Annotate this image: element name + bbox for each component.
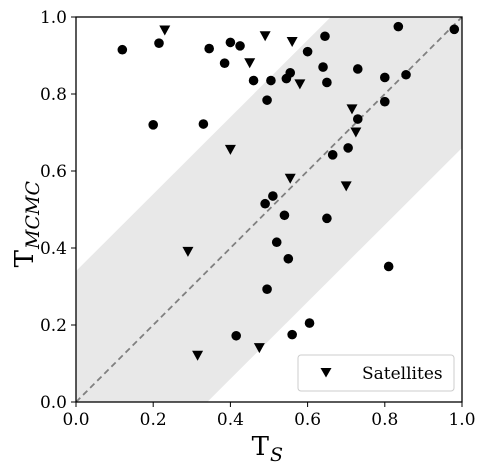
satellite-point	[294, 79, 306, 90]
data-point	[304, 318, 315, 328]
data-point	[322, 213, 332, 224]
satellite-point	[350, 127, 362, 138]
legend-box	[297, 354, 455, 392]
data-point	[248, 75, 259, 86]
data-point	[117, 44, 128, 55]
data-point	[262, 95, 272, 105]
satellite-point	[182, 246, 194, 257]
x-axis-label: T S	[252, 432, 283, 466]
y-tick-label: 0.6	[40, 162, 67, 182]
data-point	[320, 31, 330, 42]
data-point	[198, 119, 209, 129]
data-point	[260, 198, 270, 209]
x-tick-label: 0.4	[217, 410, 244, 430]
data-point	[271, 237, 282, 248]
legend: Satellites	[297, 354, 455, 392]
legend-label-satellites: Satellites	[362, 364, 443, 384]
data-point	[343, 143, 353, 153]
identity-reference-line	[76, 17, 462, 402]
data-point	[318, 62, 328, 72]
satellite-point	[159, 25, 171, 36]
data-point	[262, 284, 272, 294]
data-point	[231, 330, 241, 341]
data-point	[283, 253, 294, 264]
satellite-point	[192, 350, 204, 361]
data-point	[352, 64, 363, 74]
data-point	[302, 46, 313, 57]
satellite-point	[259, 31, 271, 42]
data-point	[148, 120, 158, 130]
satellite-point	[340, 181, 352, 192]
svg-text:S: S	[270, 444, 283, 466]
plot-frame	[75, 16, 463, 403]
x-tick-label: 0.0	[62, 410, 89, 430]
data-point	[219, 58, 230, 68]
y-tick-label: 0.4	[40, 239, 67, 259]
data-point	[327, 150, 338, 160]
satellite-point	[253, 343, 265, 354]
data-point	[380, 96, 390, 107]
satellite-point	[346, 104, 358, 115]
data-point	[401, 69, 411, 80]
data-point	[225, 37, 236, 48]
x-tick-label: 0.8	[371, 410, 398, 430]
data-point	[352, 114, 363, 124]
data-point	[287, 329, 297, 340]
svg-text:T: T	[252, 432, 270, 462]
data-point	[322, 77, 332, 88]
y-tick-label: 0.0	[40, 393, 67, 413]
x-tick-label: 1.0	[448, 410, 475, 430]
y-axis-label: T MCMC	[10, 181, 44, 268]
data-point	[268, 191, 278, 201]
data-point	[383, 261, 394, 272]
data-point	[204, 43, 214, 54]
svg-text:T: T	[10, 249, 40, 267]
satellite-point	[244, 58, 256, 69]
data-point	[235, 41, 245, 51]
data-point	[380, 72, 390, 83]
satellite-point	[224, 144, 236, 155]
x-tick-label: 0.6	[294, 410, 321, 430]
y-tick-label: 0.2	[40, 316, 67, 336]
data-point	[154, 38, 164, 48]
legend-satellite-marker	[320, 368, 332, 378]
data-point	[266, 75, 276, 86]
svg-text:MCMC: MCMC	[22, 181, 44, 250]
x-tick-label: 0.2	[140, 410, 167, 430]
y-tick-label: 1.0	[40, 8, 67, 28]
data-point	[285, 68, 296, 78]
data-point	[279, 210, 290, 221]
satellite-point	[284, 173, 296, 184]
data-point	[393, 21, 404, 32]
data-point	[449, 24, 460, 35]
satellite-point	[286, 37, 298, 48]
y-tick-label: 0.8	[40, 85, 67, 105]
